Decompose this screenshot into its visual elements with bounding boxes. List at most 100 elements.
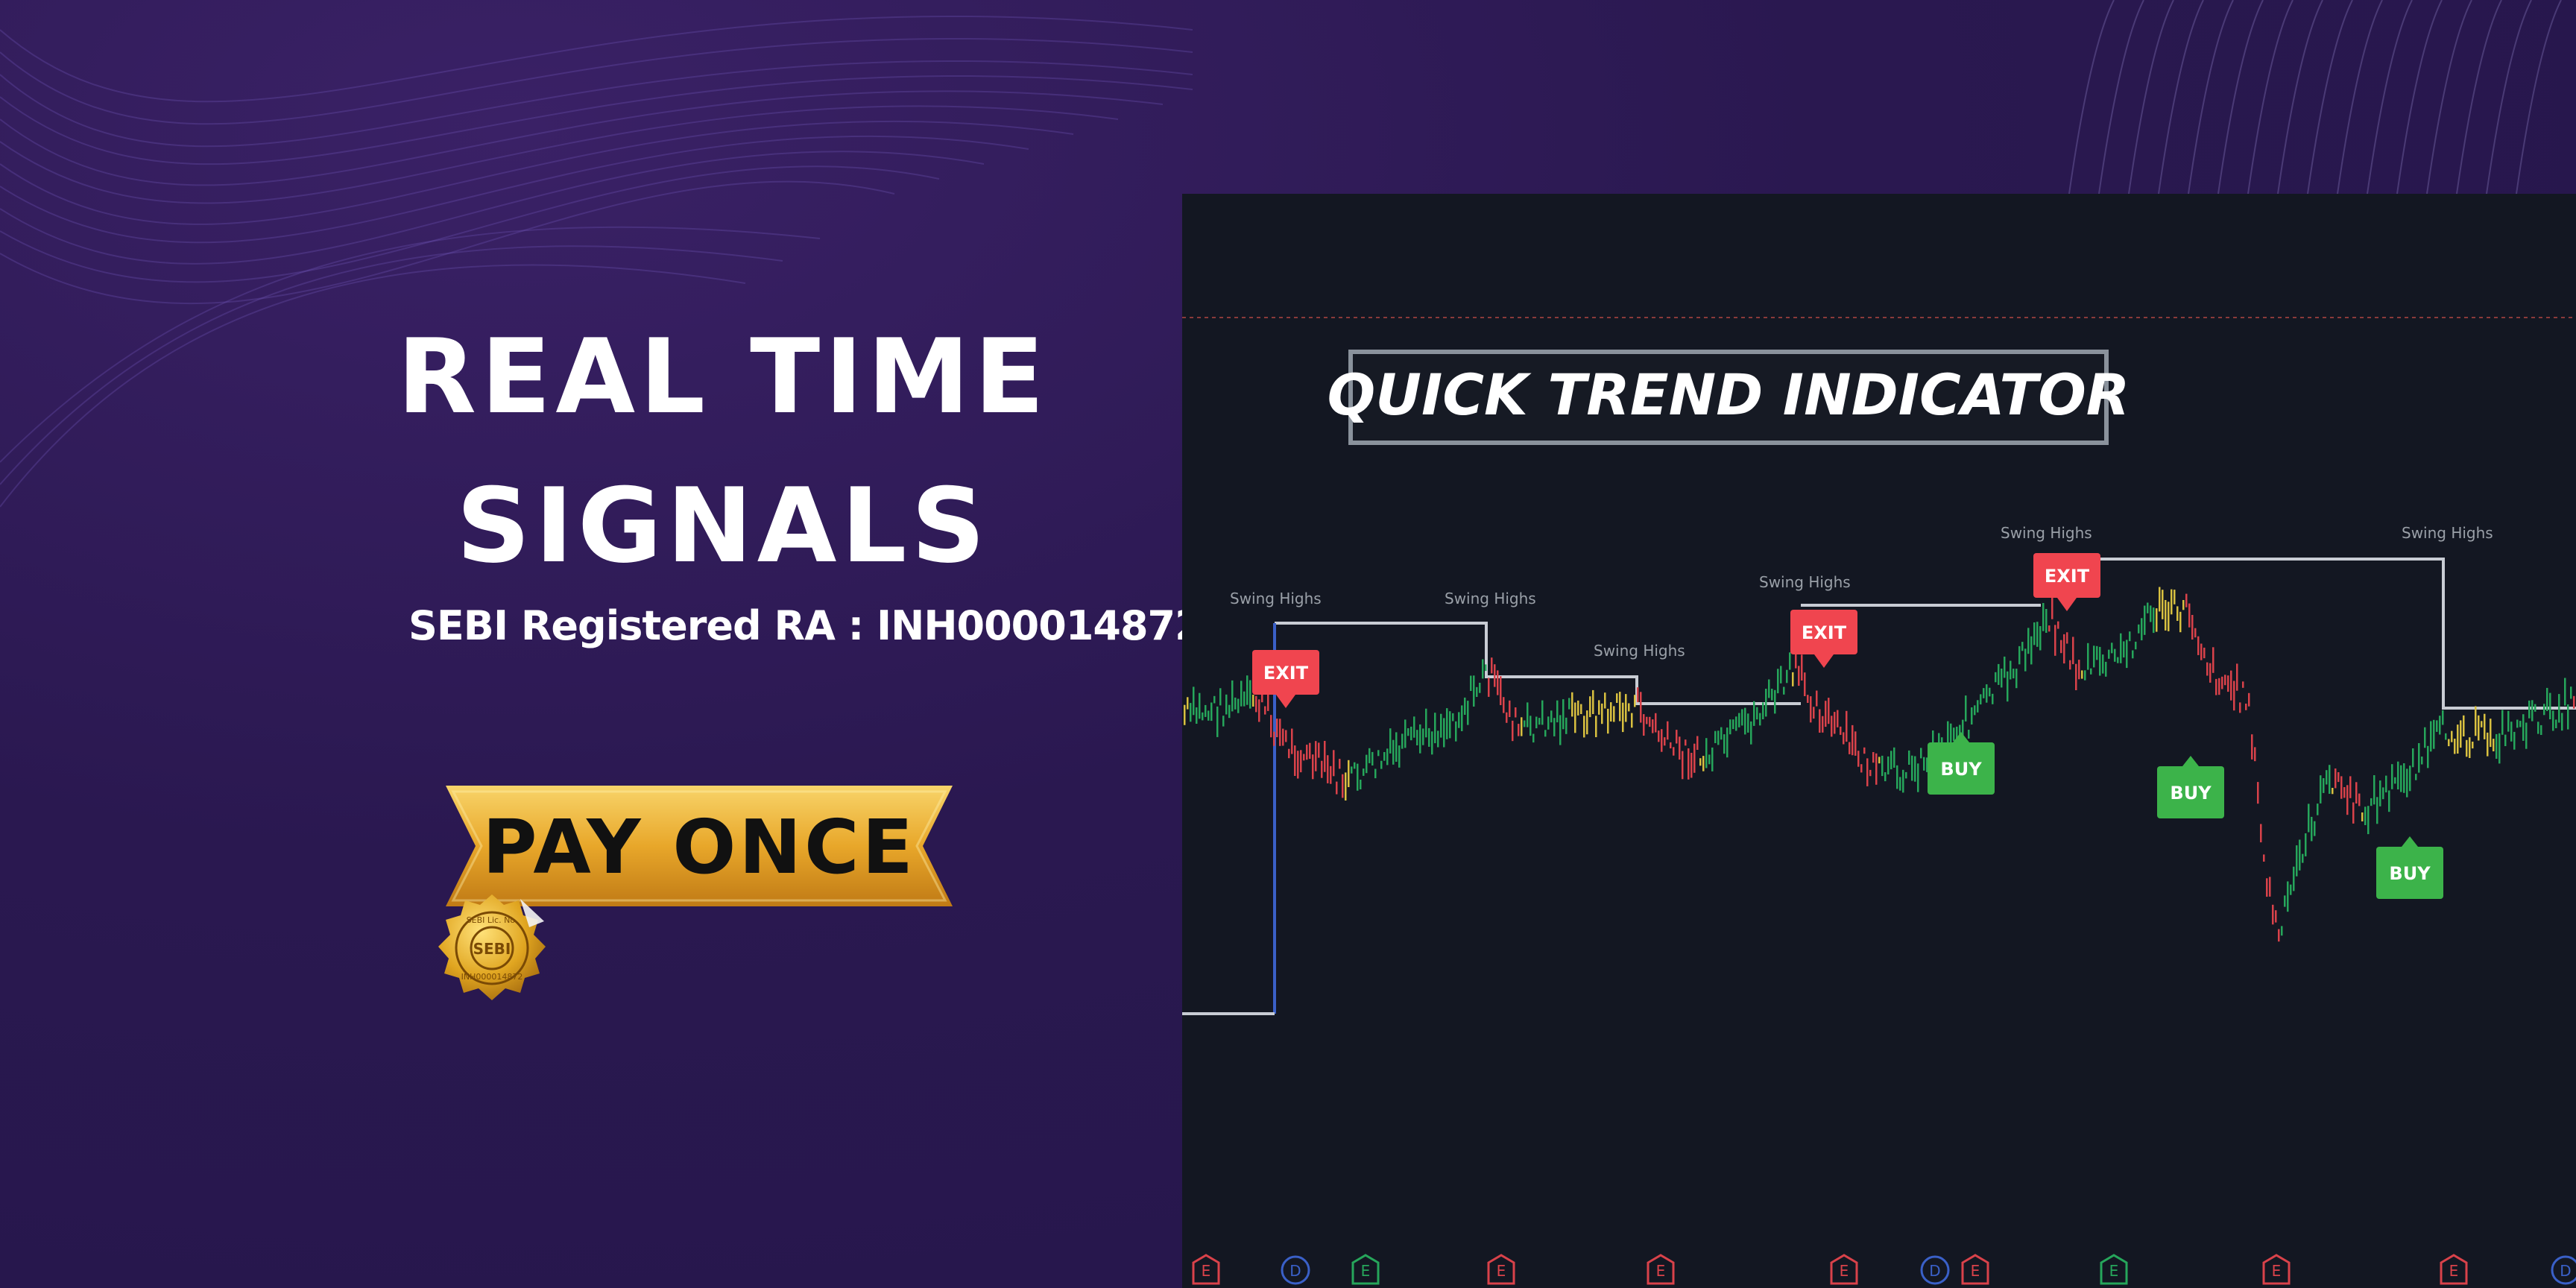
svg-text:E: E (2109, 1262, 2119, 1280)
candle (2528, 700, 2531, 719)
pay-once-button[interactable]: PAY ONCE (482, 804, 916, 891)
candle (1714, 730, 1717, 743)
candle (1998, 663, 2000, 685)
seal-top-text: SEBI Lic. No. (467, 915, 518, 925)
candle (1228, 704, 1231, 719)
candle (1386, 748, 1389, 765)
candle (1282, 728, 1284, 746)
candle (1962, 719, 1964, 741)
wave-decoration-right (2068, 0, 2562, 194)
candle (1983, 688, 1985, 698)
candle (2212, 647, 2214, 673)
candle (2123, 641, 2125, 658)
candle (1834, 712, 1836, 734)
candle (2254, 747, 2256, 762)
candle (2475, 706, 2477, 736)
candle (1771, 689, 1773, 701)
candle (1613, 706, 1615, 722)
chart-panel: QUICK TREND INDICATOR Swing Highs Swing … (1182, 194, 2576, 1288)
candle (1190, 703, 1192, 722)
candle (1974, 705, 1976, 716)
candle (1482, 659, 1484, 679)
candle (2570, 686, 2572, 699)
candle (2269, 877, 2271, 897)
candle (1774, 689, 1776, 714)
candle (2209, 663, 2212, 683)
candle (2218, 678, 2220, 695)
candle (2027, 628, 2030, 654)
candle (1398, 745, 1401, 768)
candle (1640, 692, 1642, 723)
candle (1822, 716, 1824, 733)
candle (2421, 757, 2423, 765)
candle (2185, 593, 2188, 607)
candle (1437, 730, 1439, 748)
candle (1837, 710, 1839, 727)
candle (1726, 727, 1729, 758)
candle (1553, 718, 1556, 736)
candle (2224, 675, 2226, 686)
candle (2260, 824, 2262, 843)
candle (1300, 750, 1302, 773)
candle (2549, 692, 2551, 719)
candle (1992, 693, 1994, 704)
candle (1759, 713, 1761, 726)
candle (1202, 712, 1204, 721)
candle (1580, 704, 1582, 714)
candle (2036, 622, 2039, 647)
candle (1896, 765, 1898, 789)
candle (1586, 710, 1588, 735)
candle (1374, 768, 1377, 779)
candle (1213, 695, 1216, 704)
candle (1804, 672, 1806, 696)
event-marker: E (1192, 1254, 1220, 1285)
sebi-registration: SEBI Registered RA : INH000014872 (408, 602, 1203, 649)
candle (1240, 681, 1243, 707)
svg-text:EXIT: EXIT (2045, 566, 2090, 587)
candle (1556, 700, 1559, 723)
event-marker: D (2551, 1255, 2576, 1285)
candle (2472, 742, 2474, 749)
candle (1339, 759, 1341, 769)
candle (2364, 806, 2367, 825)
svg-text:EXIT: EXIT (1263, 663, 1309, 684)
candle (1893, 747, 1895, 768)
candle (1798, 666, 1800, 686)
candle (2391, 764, 2393, 789)
candle (2075, 663, 2077, 690)
buy-signal: BUY (1928, 732, 1995, 795)
candle (1592, 689, 1594, 714)
event-marker: E (2440, 1254, 2468, 1285)
candle (1541, 700, 1544, 725)
candle (1327, 755, 1329, 783)
event-marker: E (1961, 1254, 1989, 1285)
candle (2478, 715, 2480, 741)
candle (1768, 679, 1770, 698)
candle (1261, 690, 1263, 703)
candle (1440, 713, 1442, 738)
candle (2424, 727, 2426, 748)
candle (2236, 663, 2238, 691)
candle (1270, 715, 1272, 738)
candle (1318, 742, 1320, 758)
candle (2367, 806, 2370, 835)
candle (1676, 730, 1678, 744)
candle (1649, 716, 1651, 727)
candle (2090, 668, 2092, 675)
candle (1977, 700, 1979, 713)
candle (1193, 686, 1195, 716)
candle (1210, 702, 1213, 722)
pay-once-ribbon[interactable] (446, 786, 953, 906)
candle (1917, 763, 1919, 792)
candle (1670, 742, 1672, 748)
candle (2385, 775, 2387, 793)
candle (1866, 758, 1869, 786)
swing-high-label: Swing Highs (2001, 524, 2092, 542)
candle (2564, 678, 2566, 706)
candle (1625, 694, 1627, 722)
candle (2349, 776, 2352, 798)
candle (2197, 636, 2200, 655)
candle (1619, 692, 1621, 722)
candle (1479, 683, 1481, 693)
